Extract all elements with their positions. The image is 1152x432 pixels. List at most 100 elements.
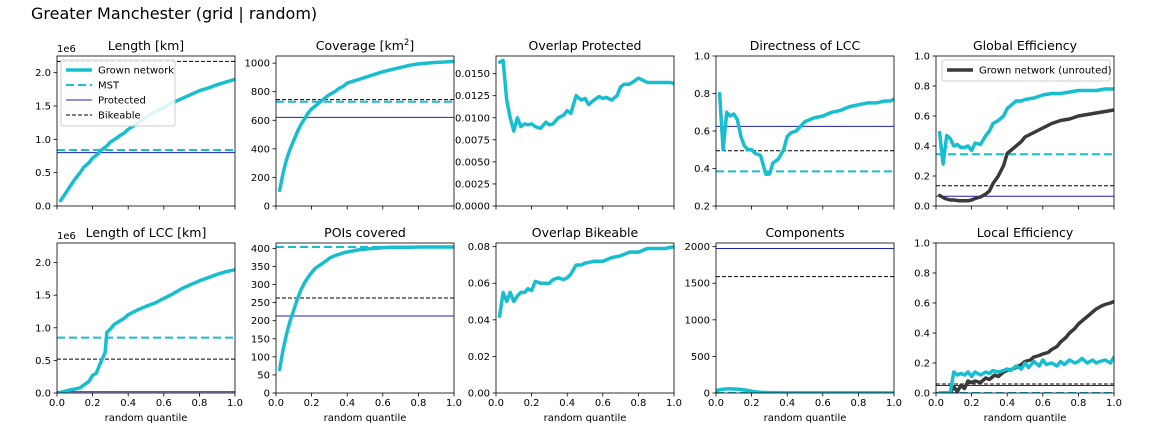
y-tick-label: 0.0 (35, 389, 51, 400)
series-line-grown-network (717, 91, 894, 176)
y-tick-label: 500 (691, 352, 710, 363)
x-tick-label: 0.8 (630, 398, 646, 409)
series-line-grown-network (937, 87, 1114, 166)
y-tick-label: 200 (251, 173, 270, 184)
chart-title: Overlap Protected (529, 38, 642, 53)
plot-area (57, 60, 235, 203)
subplot-components: Components 0 500 1000 1500 2000 0.0 0.2 0.4 0.6 0.… (685, 225, 902, 424)
y-tick-label: 0.06 (468, 279, 490, 290)
y-tick-label: 0 (264, 389, 270, 400)
y-tick-label: 1000 (245, 59, 270, 70)
x-tick-label: 0.4 (120, 398, 136, 409)
y-tick-label: 0.0 (35, 202, 51, 213)
y-tick-label: 200 (251, 316, 270, 327)
x-tick-label: 0.0 (268, 398, 284, 409)
x-tick-label: 0.8 (850, 398, 866, 409)
chart-title: Coverage [km2] (316, 38, 414, 53)
axes-frame (495, 242, 675, 394)
axes-frame (56, 55, 236, 207)
axes-frame (275, 242, 455, 394)
y-tick-label: 1.0 (914, 239, 930, 250)
y-tick-label: 0 (264, 202, 270, 213)
plot-area (497, 244, 674, 318)
x-tick-label: 0.6 (595, 398, 611, 409)
x-tick-label: 0.6 (375, 398, 391, 409)
plot-area (936, 299, 1114, 393)
subplot-overlap-bikeable: Overlap Bikeable 0.00 0.02 0.04 0.06 0.08 0.0 0… (468, 225, 682, 424)
y-tick-label: 2.0 (35, 258, 51, 269)
x-tick-label: 0.2 (744, 398, 760, 409)
y-tick-label: 0.8 (914, 82, 930, 93)
y-tick-label: 1.5 (35, 102, 51, 113)
y-tick-label: 0.6 (914, 112, 930, 123)
x-tick-label: 0.8 (410, 398, 426, 409)
x-tick-label: 0.0 (488, 398, 504, 409)
y-tick-label: 100 (251, 352, 270, 363)
x-tick-label: 0.4 (339, 398, 355, 409)
y-tick-label: 400 (251, 144, 270, 155)
legend: Grown network MST Protected Bikeable (60, 59, 176, 127)
series-line-grown-network (58, 267, 235, 393)
y-tick-label: 0.0075 (455, 135, 490, 146)
y-tick-label: 350 (251, 262, 270, 273)
subplot-coverage-km: Coverage [km2] 0 200 400 600 800 1000 (245, 38, 455, 213)
series-line-grown-network-unrouted (937, 108, 1114, 203)
legend-label: Bikeable (98, 111, 141, 122)
axes-frame (275, 55, 455, 207)
y-tick-label: 0.5 (35, 168, 51, 179)
axes-frame (56, 242, 236, 394)
y-tick-label: 0.6 (914, 299, 930, 310)
series-line-grown-network-unrouted (937, 299, 1114, 393)
y-tick-label: 0.4 (914, 142, 930, 153)
subplot-pois-covered: POIs covered 0 50 100 150 200 250 300 350 400 0.0 0… (251, 225, 462, 424)
x-tick-label: 0.2 (85, 398, 101, 409)
subplot-global-efficiency: Global Efficiency 0.0 0.2 0.4 0.6 0.8 1.0 Grown… (914, 38, 1115, 213)
y-tick-label: 0.0 (914, 389, 930, 400)
x-tick-label: 0.0 (708, 398, 724, 409)
plot-area (276, 59, 454, 193)
y-tick-label: 0.00 (468, 389, 490, 400)
chart-title: Length of LCC [km] (86, 225, 207, 240)
plot-area (716, 247, 894, 393)
y-tick-label: 0 (704, 389, 710, 400)
series-line-grown-network (497, 244, 674, 318)
x-tick-label: 1.0 (666, 398, 682, 409)
y-tick-label: 400 (251, 244, 270, 255)
axes-frame (715, 242, 895, 394)
x-axis-label: random quantile (764, 413, 847, 424)
series-line-grown-network (497, 58, 674, 133)
chart-title: Components (765, 225, 844, 240)
plot-area (276, 245, 454, 372)
x-tick-label: 0.2 (524, 398, 540, 409)
y-tick-label: 50 (257, 370, 270, 381)
y-tick-label: 300 (251, 280, 270, 291)
figure-title: Greater Manchester (grid | random) (31, 4, 318, 23)
y-tick-label: 0.0100 (455, 113, 490, 124)
chart-title: Global Efficiency (973, 38, 1078, 53)
plot-area (497, 58, 674, 133)
plot-area (716, 91, 894, 176)
axes-frame (495, 55, 675, 207)
y-tick-label: 250 (251, 298, 270, 309)
y-tick-label: 0.4 (694, 164, 710, 175)
x-tick-label: 0.2 (304, 398, 320, 409)
subplot-overlap-protected: Overlap Protected 0.0000 0.0025 0.0050 0.007… (455, 38, 675, 213)
y-tick-label: 150 (251, 334, 270, 345)
x-tick-label: 0.4 (559, 398, 575, 409)
x-tick-label: 1.0 (446, 398, 462, 409)
chart-title: Length [km] (108, 38, 184, 53)
series-line-grown-network (277, 245, 454, 372)
legend-box (60, 59, 176, 127)
subplot-local-efficiency: Local Efficiency 0.0 0.2 0.4 0.6 0.8 1.0 0.0 0.2… (914, 225, 1122, 424)
y-tick-label: 1.0 (35, 323, 51, 334)
axes-frame (935, 242, 1115, 394)
y-tick-label: 0.0025 (455, 179, 490, 190)
x-tick-label: 1.0 (227, 398, 243, 409)
x-axis-label: random quantile (324, 413, 407, 424)
legend-label: Protected (98, 96, 146, 107)
plot-area (57, 267, 235, 393)
legend-label: Grown network (unrouted) (979, 66, 1112, 77)
y-tick-label: 0.02 (468, 352, 490, 363)
x-tick-label: 0.4 (779, 398, 795, 409)
